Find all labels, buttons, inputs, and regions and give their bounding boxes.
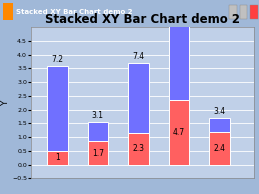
Bar xyxy=(209,132,229,165)
Bar xyxy=(88,122,108,141)
Text: 3.1: 3.1 xyxy=(92,111,104,120)
Text: 2.3: 2.3 xyxy=(132,144,145,153)
Bar xyxy=(47,151,68,165)
Bar xyxy=(169,100,189,165)
Text: 7.4: 7.4 xyxy=(132,52,145,61)
Text: Stacked XY Bar Chart demo 2: Stacked XY Bar Chart demo 2 xyxy=(16,9,132,15)
Text: 3.4: 3.4 xyxy=(213,107,225,116)
Bar xyxy=(240,5,247,19)
Bar xyxy=(169,0,189,100)
Title: Stacked XY Bar Chart demo 2: Stacked XY Bar Chart demo 2 xyxy=(45,13,240,26)
Bar xyxy=(47,66,68,151)
Text: 1: 1 xyxy=(55,153,60,162)
Y-axis label: Y: Y xyxy=(2,100,11,106)
Bar xyxy=(88,141,108,165)
Text: 7.2: 7.2 xyxy=(51,55,63,64)
Text: 1.7: 1.7 xyxy=(92,149,104,158)
Text: 4.7: 4.7 xyxy=(173,128,185,137)
Bar xyxy=(128,133,148,165)
Bar xyxy=(128,63,148,133)
Bar xyxy=(229,5,237,19)
Bar xyxy=(250,5,258,19)
Bar xyxy=(209,118,229,132)
Bar xyxy=(3,3,13,20)
Text: 2.4: 2.4 xyxy=(213,144,225,153)
